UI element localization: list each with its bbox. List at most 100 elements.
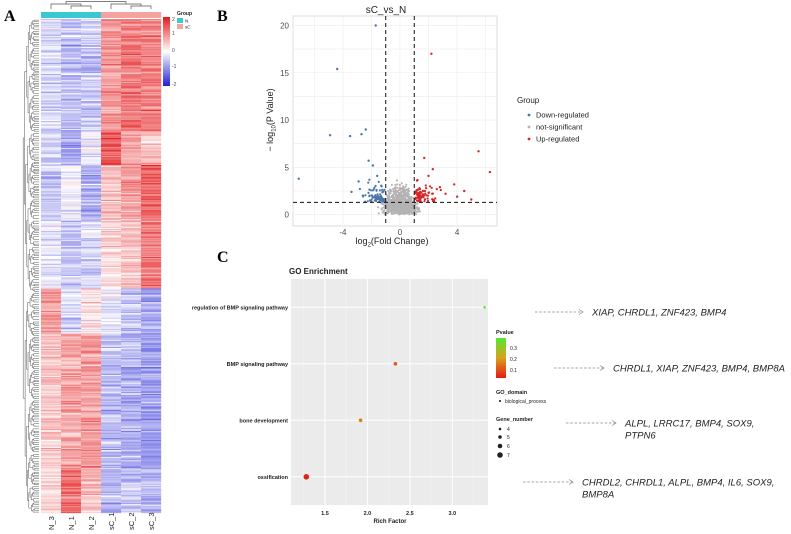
heatmap-cell (121, 132, 142, 134)
not-significant-point (387, 190, 390, 193)
heatmap-cell (141, 24, 162, 26)
heatmap-cell (121, 99, 142, 102)
heatmap-cell (121, 432, 142, 434)
heatmap-cell (101, 164, 122, 167)
heatmap-cell (81, 254, 102, 257)
heatmap-cell (61, 473, 82, 475)
heatmap-cell (121, 121, 142, 123)
heatmap-cell (61, 477, 82, 479)
heatmap-cell (41, 396, 62, 398)
heatmap-cell (41, 274, 62, 277)
heatmap-cell (41, 450, 62, 452)
heatmap-cell (41, 301, 62, 304)
heatmap-cell (81, 163, 102, 166)
heatmap-cell (61, 335, 82, 337)
group-bar-cell (141, 12, 162, 18)
heatmap-cell (141, 511, 162, 514)
heatmap-cell (41, 378, 62, 380)
heatmap-cell (61, 228, 82, 231)
heatmap-cell (101, 406, 122, 408)
heatmap-cell (141, 383, 162, 386)
heatmap-cell (61, 369, 82, 371)
heatmap-cell (141, 210, 162, 213)
heatmap-cell (141, 374, 162, 377)
heatmap-cell (141, 276, 162, 278)
heatmap-cell (61, 121, 82, 123)
heatmap-cell (141, 274, 162, 277)
heatmap-cell (61, 480, 82, 482)
heatmap-cell (81, 445, 102, 447)
go-legend: Pvalue 0.3 0.2 0.1 GO_domain biological_… (496, 330, 547, 459)
heatmap-cell (41, 381, 62, 383)
heatmap-cell (101, 478, 122, 480)
heatmap-cell (81, 66, 102, 68)
heatmap-cell (141, 62, 162, 65)
heatmap-cell (81, 505, 102, 507)
heatmap-cell (141, 209, 162, 212)
heatmap-cell (61, 102, 82, 104)
heatmap-cell (121, 271, 142, 273)
heatmap-cell (41, 70, 62, 72)
x-tick-label: 2.0 (364, 511, 372, 517)
heatmap-cell (61, 45, 82, 48)
heatmap-cell (41, 193, 62, 195)
heatmap-cell (121, 399, 142, 401)
heatmap-cell (41, 120, 62, 122)
dendrogram-branch (33, 414, 36, 418)
heatmap-cell (141, 429, 162, 432)
heatmap-cell (101, 230, 122, 232)
heatmap-cell (121, 135, 142, 138)
heatmap-cell (101, 113, 122, 115)
heatmap-cell (41, 196, 62, 198)
heatmap-cell (121, 464, 142, 466)
up-regulated-point (488, 170, 492, 174)
heatmap-cell (121, 378, 142, 380)
heatmap-cell (81, 205, 102, 207)
heatmap-cell (61, 96, 82, 98)
heatmap-cell (61, 68, 82, 70)
heatmap-cell (41, 58, 62, 60)
heatmap-cell (101, 219, 122, 222)
heatmap-cell (61, 20, 82, 22)
heatmap-cell (121, 68, 142, 70)
heatmap-cell (141, 263, 162, 266)
heatmap-cell (41, 259, 62, 261)
up-regulated-point (434, 197, 437, 200)
heatmap-cell (41, 490, 62, 492)
heatmap-cell (81, 162, 102, 164)
heatmap-cell (121, 44, 142, 47)
heatmap-cell (101, 124, 122, 126)
heatmap-cell (41, 210, 62, 213)
heatmap-cell (121, 70, 142, 72)
heatmap-cell (121, 195, 142, 197)
heatmap-cell (121, 321, 142, 323)
heatmap-cell (61, 434, 82, 436)
heatmap-cell (141, 204, 162, 206)
heatmap-cell (141, 23, 162, 25)
heatmap-cell (81, 283, 102, 286)
heatmap-cell (61, 396, 82, 398)
up-regulated-point (423, 198, 427, 201)
heatmap-cell (101, 41, 122, 43)
heatmap-cell (41, 436, 62, 438)
heatmap-cell (61, 143, 82, 145)
heatmap-cell (101, 69, 122, 71)
heatmap-cell (101, 269, 122, 271)
heatmap-cell (121, 204, 142, 206)
heatmap-cell (81, 276, 102, 278)
heatmap-cell (121, 286, 142, 288)
heatmap-cell (121, 336, 142, 338)
heatmap-cell (141, 410, 162, 413)
heatmap-cell (41, 104, 62, 106)
heatmap-cell (101, 258, 122, 260)
heatmap-cell (41, 122, 62, 124)
heatmap-cell (41, 387, 62, 389)
heatmap-cell (61, 107, 82, 109)
heatmap-cell (121, 334, 142, 336)
heatmap-cell (121, 415, 142, 417)
heatmap-cell (61, 188, 82, 190)
heatmap-cell (61, 241, 82, 243)
heatmap-cell (61, 56, 82, 58)
heatmap-cell (101, 134, 122, 136)
